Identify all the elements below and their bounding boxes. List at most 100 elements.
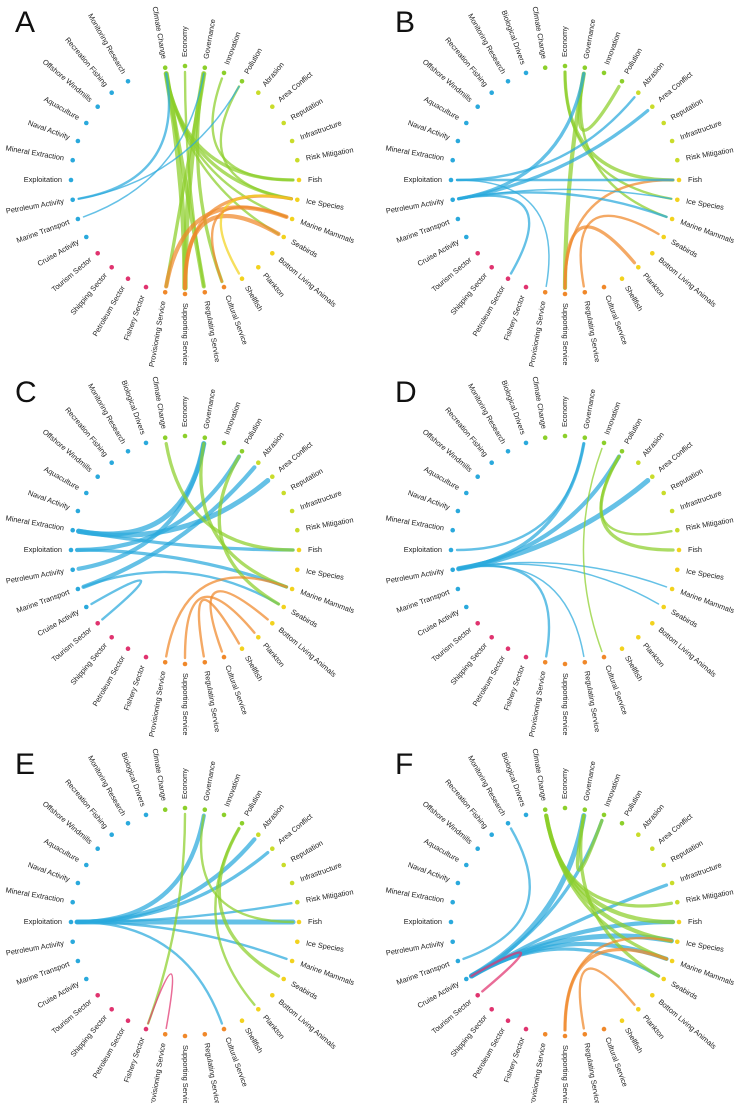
node-dot-pollution: [619, 821, 625, 826]
node-dot-exploitation: [448, 919, 454, 925]
node-dot-seabirds: [661, 604, 666, 610]
node-dot-mineral-extraction: [70, 899, 75, 905]
node-dot-governance: [582, 807, 588, 812]
node-dot-risk-mitigation: [675, 899, 680, 905]
node-dot-petroleum-activity: [70, 567, 75, 573]
node-dot-shipping-sector: [109, 1007, 114, 1012]
node-dot-offshore-windmills: [95, 474, 100, 480]
node-label-area-conflict: Area Conflict: [656, 440, 694, 474]
chord-link-innovation-to-cultural-service: [582, 447, 603, 653]
node-label-seabirds: Seabirds: [670, 607, 700, 630]
node-label-plankton: Plankton: [261, 1013, 286, 1041]
node-dot-petroleum-sector: [125, 276, 131, 282]
node-label-bottom-living-animals: Bottom Living Animals: [277, 625, 339, 679]
node-label-infrastructure: Infrastructure: [679, 118, 723, 141]
node-dot-recreation-fishing: [109, 90, 114, 95]
node-label-fishery-sector: Fishery Sector: [122, 293, 147, 341]
node-label-economy: Economy: [560, 768, 569, 799]
node-dot-mineral-extraction: [450, 899, 456, 905]
node-label-infrastructure: Infrastructure: [299, 488, 343, 511]
node-dot-area-conflict: [270, 474, 275, 480]
node-dot-governance: [582, 435, 588, 441]
node-label-risk-mitigation: Risk Mitigation: [305, 515, 354, 532]
node-dot-area-conflict: [650, 104, 655, 109]
node-dot-provisioning-service: [542, 660, 548, 665]
chord-link-exploitation-to-marine-mammals: [75, 548, 289, 589]
chord-link-marine-transport-to-seabirds: [82, 570, 280, 606]
node-dot-innovation: [221, 440, 227, 446]
node-dot-fish: [676, 547, 682, 553]
node-label-plankton: Plankton: [261, 271, 286, 299]
chord-link-fishery-sector-to-provisioning-service: [147, 973, 174, 1030]
node-dot-biological-drivers: [523, 440, 529, 446]
chord-link-economy-to-regulating-service: [183, 70, 205, 288]
node-label-reputation: Reputation: [669, 466, 704, 492]
node-label-seabirds: Seabirds: [290, 979, 320, 1002]
node-dot-governance: [202, 807, 208, 812]
node-label-economy: Economy: [560, 26, 569, 57]
chord-link-climate-change-to-seabirds: [165, 72, 280, 236]
node-label-shellfish: Shellfish: [243, 1026, 265, 1055]
node-dot-monitoring-research: [125, 449, 131, 454]
panel-letter-d: D: [395, 376, 417, 409]
node-dot-economy: [182, 63, 188, 69]
node-dot-governance: [202, 435, 208, 441]
node-label-petroleum-activity: Petroleum Activity: [385, 196, 445, 215]
node-dot-abrasion: [255, 460, 261, 466]
node-label-regulating-service: Regulating Service: [203, 300, 223, 363]
node-label-pollution: Pollution: [622, 788, 644, 817]
node-label-exploitation: Exploitation: [404, 175, 442, 184]
node-dot-shipping-sector: [489, 265, 495, 270]
node-dot-cruise-activity: [84, 234, 89, 240]
node-dot-climate-change: [162, 435, 168, 441]
node-dot-pollution: [619, 79, 625, 84]
chord-panel-e: E Climate Change Economy Governance Innovati…: [5, 748, 356, 1103]
node-label-biological-drivers: Biological Drivers: [500, 9, 528, 66]
chord-link-supporting-service-to-fish: [563, 178, 675, 290]
node-dot-shellfish: [619, 276, 625, 282]
node-dot-regulating-service: [202, 1032, 208, 1037]
chord-link-economy-to-fishery-sector: [146, 812, 187, 1025]
node-label-governance: Governance: [201, 388, 217, 429]
node-dot-pollution: [239, 449, 245, 454]
node-dot-economy: [182, 805, 188, 811]
node-label-marine-mammals: Marine Mammals: [299, 217, 356, 245]
node-dot-bottom-living-animals: [650, 621, 655, 626]
node-label-fishery-sector: Fishery Sector: [502, 1035, 527, 1083]
node-label-regulating-service: Regulating Service: [583, 1042, 603, 1103]
node-label-abrasion: Abrasion: [640, 802, 666, 830]
node-dot-plankton: [255, 1007, 261, 1012]
node-label-mineral-extraction: Mineral Extraction: [5, 143, 65, 162]
panel-letter-a: A: [15, 6, 35, 39]
chord-links: [74, 441, 295, 660]
node-dot-risk-mitigation: [675, 527, 680, 533]
node-dot-shipping-sector: [489, 1007, 495, 1012]
node-dot-bottom-living-animals: [270, 621, 275, 626]
node-label-petroleum-activity: Petroleum Activity: [5, 938, 65, 957]
node-dot-seabirds: [661, 234, 666, 240]
node-label-area-conflict: Area Conflict: [276, 440, 314, 474]
node-dot-pollution: [239, 79, 245, 84]
node-label-governance: Governance: [201, 18, 217, 59]
chord-links: [455, 441, 675, 658]
node-dot-reputation: [281, 862, 287, 868]
node-label-governance: Governance: [581, 760, 597, 801]
node-dot-monitoring-research: [125, 821, 131, 826]
node-label-exploitation: Exploitation: [24, 917, 62, 926]
node-dot-cruise-activity: [464, 234, 469, 240]
chord-panel-d: D Climate Change Economy Governance Innovati…: [385, 376, 736, 738]
node-label-petroleum-activity: Petroleum Activity: [5, 196, 65, 215]
node-dot-pollution: [239, 821, 245, 826]
node-dot-marine-mammals: [669, 586, 675, 592]
node-dot-monitoring-research: [505, 449, 511, 454]
node-label-provisioning-service: Provisioning Service: [147, 670, 167, 738]
node-dot-reputation: [661, 862, 666, 868]
node-label-petroleum-activity: Petroleum Activity: [385, 938, 445, 957]
node-label-fish: Fish: [688, 545, 702, 554]
node-dot-petroleum-sector: [505, 1018, 511, 1023]
chord-link-petroleum-activity-to-area-conflict: [456, 108, 650, 201]
node-dot-innovation: [601, 812, 607, 818]
node-dot-aquaculture: [464, 120, 469, 126]
node-label-ice-species: Ice Species: [685, 566, 724, 582]
